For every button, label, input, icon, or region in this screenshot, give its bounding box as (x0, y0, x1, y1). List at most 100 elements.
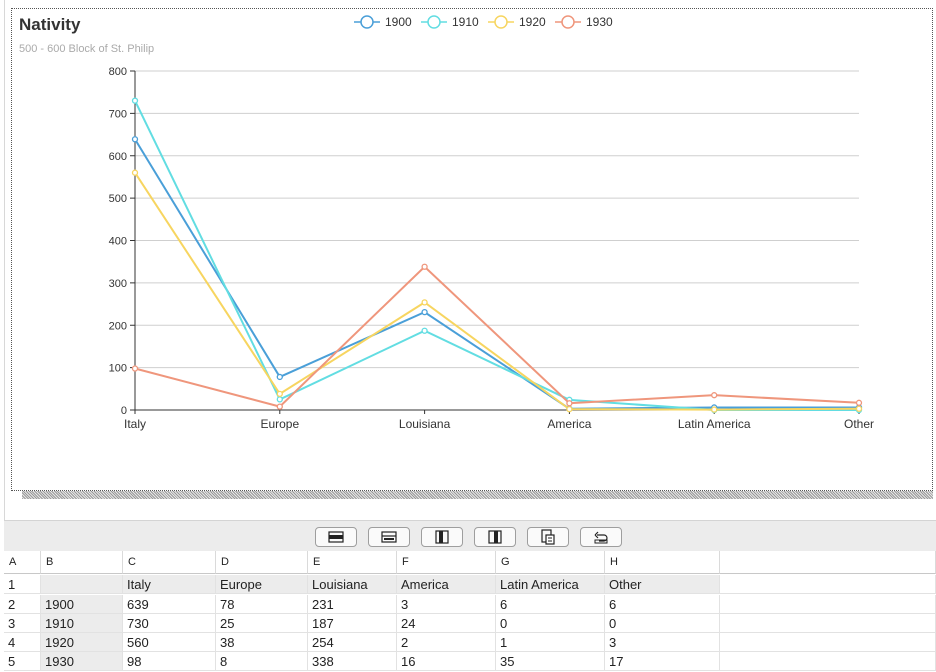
table-cell[interactable]: 35 (496, 652, 605, 671)
y-tick-label: 600 (109, 151, 127, 163)
insert-column-right-button[interactable] (474, 527, 516, 547)
data-point-1930 (711, 392, 718, 399)
column-header[interactable]: C (123, 551, 216, 574)
table-cell[interactable]: 38 (216, 633, 308, 652)
table-cell[interactable]: 1900 (41, 595, 123, 614)
data-point-1920 (566, 406, 573, 413)
x-tick-label: America (547, 417, 591, 431)
table-cell[interactable]: 3 (397, 595, 496, 614)
empty-cell[interactable] (720, 614, 936, 633)
column-header[interactable]: H (605, 551, 720, 574)
insert-row-below-button[interactable] (368, 527, 410, 547)
table-cell[interactable]: 6 (496, 595, 605, 614)
table-cell[interactable]: 8 (216, 652, 308, 671)
data-point-1900 (276, 373, 283, 381)
series-line-1910 (134, 100, 859, 411)
x-tick-label: Other (844, 417, 874, 431)
legend-label: 1920 (519, 15, 546, 29)
column-header[interactable] (720, 551, 936, 574)
table-cell[interactable]: 25 (216, 614, 308, 633)
sheet-toolbar (4, 520, 936, 551)
insert-row-below-icon (381, 531, 397, 543)
table-cell[interactable] (41, 575, 123, 594)
column-header[interactable]: E (308, 551, 397, 574)
table-cell[interactable]: 24 (397, 614, 496, 633)
paste-transpose-button[interactable] (527, 527, 569, 547)
table-cell[interactable]: 2 (397, 633, 496, 652)
y-tick-label: 700 (109, 108, 127, 120)
insert-row-above-button[interactable] (315, 527, 357, 547)
empty-cell[interactable] (720, 633, 936, 652)
insert-column-left-button[interactable] (421, 527, 463, 547)
column-header[interactable]: A (4, 551, 41, 574)
x-tick-label: Latin America (678, 417, 751, 431)
chart-subtitle: 500 - 600 Block of St. Philip (19, 43, 155, 55)
legend-marker (561, 15, 575, 29)
legend-marker (427, 15, 441, 29)
legend-label: 1910 (452, 15, 479, 29)
table-cell[interactable]: 0 (605, 614, 720, 633)
empty-cell[interactable] (720, 575, 936, 594)
column-header[interactable]: G (496, 551, 605, 574)
table-cell[interactable]: Louisiana (308, 575, 397, 594)
column-header[interactable]: F (397, 551, 496, 574)
table-cell[interactable]: 17 (605, 652, 720, 671)
table-cell[interactable]: 1920 (41, 633, 123, 652)
table-cell[interactable]: Europe (216, 575, 308, 594)
table-cell[interactable]: 730 (123, 614, 216, 633)
row-header[interactable]: 3 (4, 614, 41, 633)
data-point-1930 (566, 400, 573, 407)
data-point-1900 (131, 136, 139, 143)
y-tick-label: 0 (121, 405, 127, 417)
table-cell[interactable]: 1 (496, 633, 605, 652)
x-tick-label: Louisiana (399, 417, 451, 431)
series-line-1930 (134, 265, 860, 408)
resize-handle[interactable] (22, 491, 933, 499)
table-cell[interactable]: 0 (496, 614, 605, 633)
table-cell[interactable]: America (397, 575, 496, 594)
empty-cell[interactable] (720, 652, 936, 671)
table-cell[interactable]: 98 (123, 652, 216, 671)
table-cell[interactable]: Other (605, 575, 720, 594)
data-point-1930 (421, 263, 428, 270)
legend-marker (494, 15, 508, 29)
column-header[interactable]: D (216, 551, 308, 574)
table-cell[interactable]: 231 (308, 595, 397, 614)
data-point-1920 (131, 169, 139, 176)
table-cell[interactable]: 6 (605, 595, 720, 614)
table-cell[interactable]: 16 (397, 652, 496, 671)
x-tick-label: Italy (124, 417, 146, 431)
table-cell[interactable]: 1910 (41, 614, 123, 633)
table-cell[interactable]: 338 (308, 652, 397, 671)
chart-title: Nativity (19, 15, 81, 34)
table-cell[interactable]: 78 (216, 595, 308, 614)
column-header[interactable]: B (41, 551, 123, 574)
spreadsheet-grid: A B C D E F G H 1 Italy Europe Louisiana America Lati… (4, 551, 936, 672)
table-cell[interactable]: 1930 (41, 652, 123, 671)
row-header[interactable]: 4 (4, 633, 41, 652)
line-chart: 0 100 200 300 400 500 600 700 800 Italy Europe Loui… (109, 15, 874, 431)
paste-transpose-icon (541, 529, 555, 545)
legend-label: 1930 (586, 15, 613, 29)
empty-cell[interactable] (720, 595, 936, 614)
table-cell[interactable]: Latin America (496, 575, 605, 594)
data-point-1920 (711, 406, 718, 413)
undo-button[interactable] (580, 527, 622, 547)
data-point-1930 (855, 399, 863, 406)
data-point-1900 (421, 308, 428, 316)
table-cell[interactable]: 187 (308, 614, 397, 633)
table-cell[interactable]: 254 (308, 633, 397, 652)
data-point-1910 (276, 396, 283, 403)
data-point-1910 (421, 327, 428, 334)
table-cell[interactable]: 3 (605, 633, 720, 652)
table-cell[interactable]: 639 (123, 595, 216, 614)
row-header[interactable]: 1 (4, 575, 41, 594)
table-cell[interactable]: Italy (123, 575, 216, 594)
panel-left-border (4, 0, 5, 520)
table-cell[interactable]: 560 (123, 633, 216, 652)
y-tick-label: 500 (109, 193, 127, 205)
row-header[interactable]: 5 (4, 652, 41, 671)
legend-marker (360, 15, 374, 29)
row-header[interactable]: 2 (4, 595, 41, 614)
data-point-1930 (276, 403, 283, 410)
